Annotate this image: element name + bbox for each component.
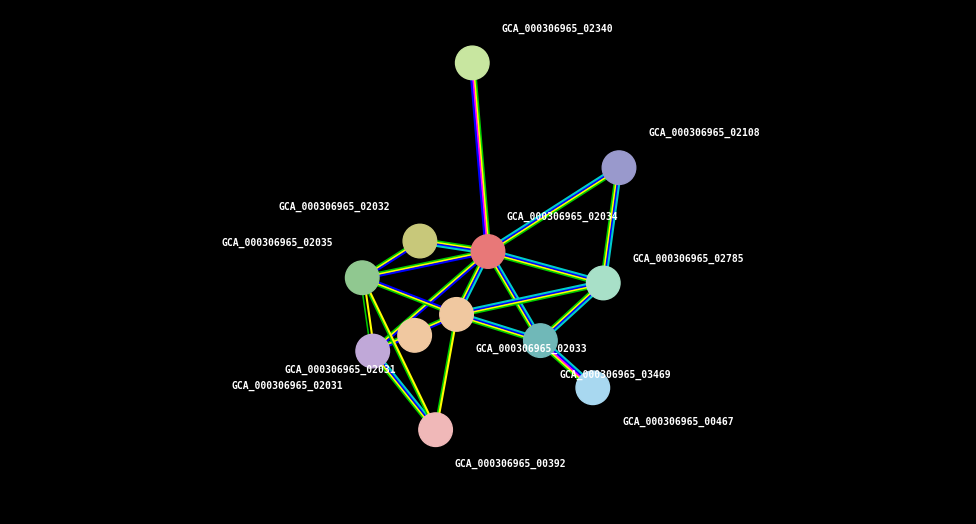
Text: GCA_000306965_00467: GCA_000306965_00467: [622, 417, 734, 428]
Circle shape: [456, 46, 489, 80]
Text: GCA_000306965_02033: GCA_000306965_02033: [475, 344, 587, 354]
Circle shape: [587, 266, 620, 300]
Text: GCA_000306965_02340: GCA_000306965_02340: [502, 23, 613, 34]
Text: GCA_000306965_02032: GCA_000306965_02032: [279, 201, 390, 212]
Text: GCA_000306965_00392: GCA_000306965_00392: [455, 459, 566, 470]
Text: GCA_000306965_03469: GCA_000306965_03469: [559, 370, 671, 380]
Text: GCA_000306965_02031: GCA_000306965_02031: [284, 365, 396, 375]
Text: GCA_000306965_02034: GCA_000306965_02034: [507, 212, 619, 222]
Circle shape: [346, 261, 379, 294]
Circle shape: [403, 224, 436, 258]
Circle shape: [419, 413, 452, 446]
Text: GCA_000306965_02108: GCA_000306965_02108: [648, 128, 760, 138]
Text: GCA_000306965_02031: GCA_000306965_02031: [231, 380, 344, 391]
Circle shape: [471, 235, 505, 268]
Circle shape: [440, 298, 473, 331]
Circle shape: [398, 319, 431, 352]
Circle shape: [524, 324, 557, 357]
Text: GCA_000306965_02035: GCA_000306965_02035: [222, 238, 333, 248]
Circle shape: [356, 334, 389, 368]
Circle shape: [576, 371, 610, 405]
Text: GCA_000306965_02785: GCA_000306965_02785: [632, 254, 745, 264]
Circle shape: [602, 151, 635, 184]
